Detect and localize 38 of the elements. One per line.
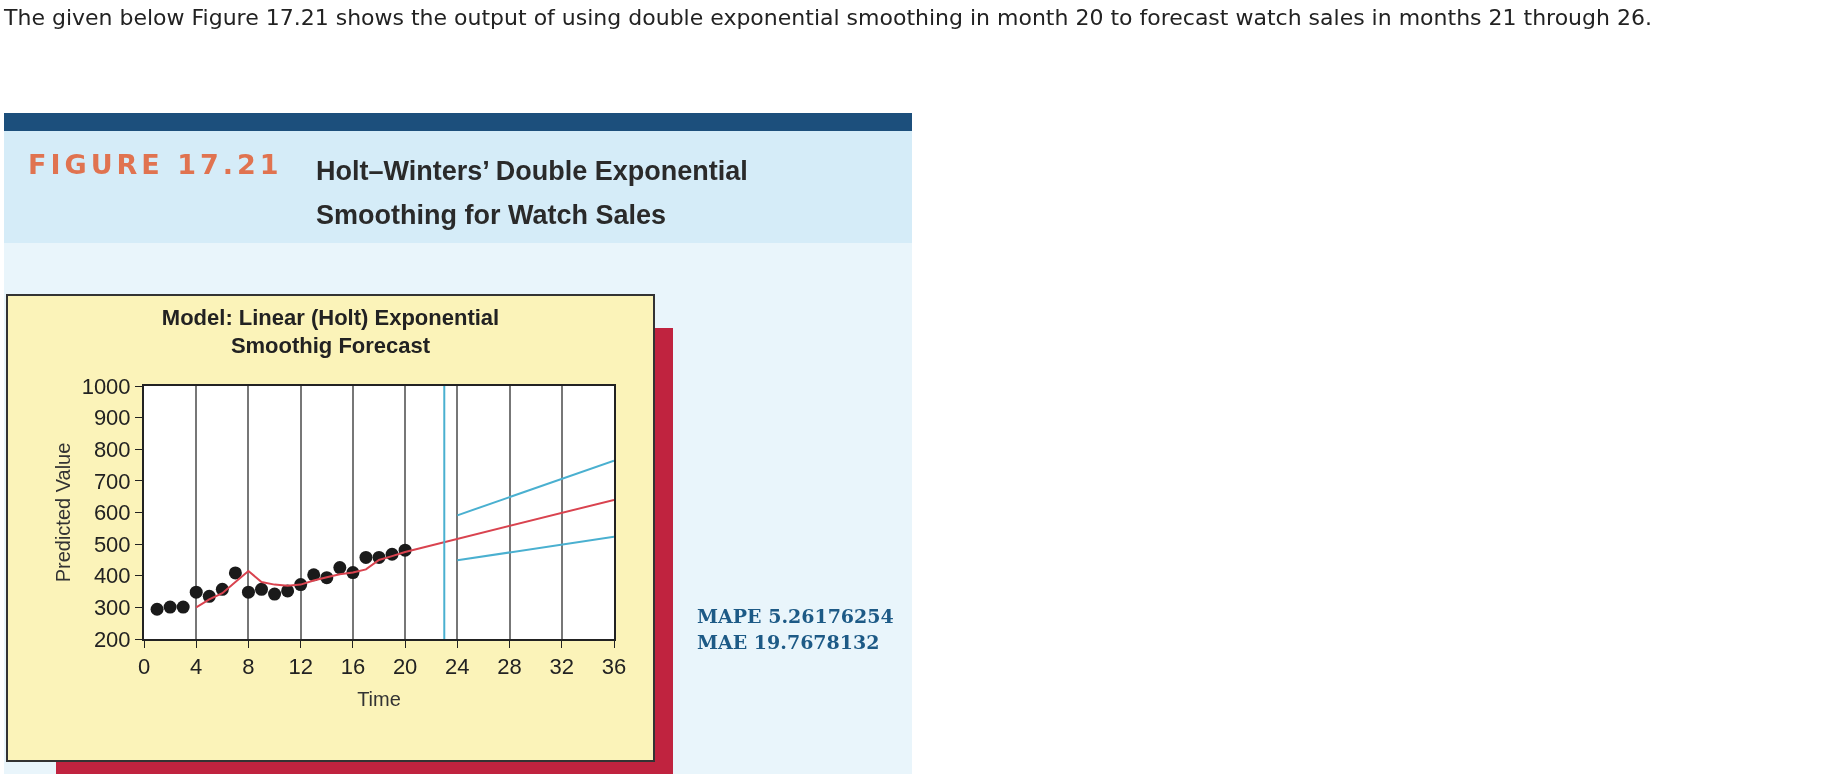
text: MAE 19.7678132 (697, 630, 881, 655)
y-tick-label: 900 (93, 405, 131, 431)
text: The given below Figure 17.21 shows the output of using double exponential smoothing in month 20 to forecast watch sales in months 21 through 26. (4, 4, 1653, 32)
y-tick-label: 800 (93, 436, 131, 462)
y-tick-label: 700 (93, 468, 131, 494)
y-tick-label: 200 (93, 626, 131, 652)
caption: FIGURE 17.21 (28, 149, 283, 180)
x-tick-label: 36 (601, 654, 627, 680)
point (228, 566, 242, 580)
point (255, 582, 268, 596)
point (359, 550, 373, 564)
y-tick-label: 400 (93, 563, 131, 589)
point (333, 561, 347, 575)
point (189, 585, 203, 599)
point (241, 585, 255, 599)
chart-subtitle: Model: Linear (Holt) Exponential Smoothig Forecast (160, 304, 501, 360)
y-tick-label: 600 (93, 500, 131, 526)
point (176, 600, 190, 614)
point (268, 587, 282, 601)
x-tick-label: 8 (242, 654, 255, 680)
point (163, 600, 177, 614)
x-tick-label: 24 (445, 654, 470, 680)
x-tick-label: 12 (288, 654, 313, 680)
y-tick-label: 500 (93, 531, 131, 557)
text: MAPE 5.26176254 (697, 604, 894, 629)
chart-title: Holt–Winters’ Double Exponential Smoothing for Watch Sales (316, 155, 749, 232)
x-tick-label: 0 (137, 654, 151, 680)
x-tick-label: 20 (392, 654, 418, 680)
x-tick-label: 4 (190, 654, 203, 680)
x-tick-label: 32 (549, 654, 575, 680)
line-series (195, 498, 614, 609)
point (150, 602, 164, 616)
x-tick-label: 16 (340, 654, 366, 680)
x-axis-title: Time (357, 688, 401, 711)
y-axis-title: Predicted Value (51, 442, 74, 583)
y-tick-label: 300 (93, 595, 131, 621)
y-tick-label: 1000 (81, 373, 131, 399)
x-tick-label: 28 (497, 654, 522, 680)
